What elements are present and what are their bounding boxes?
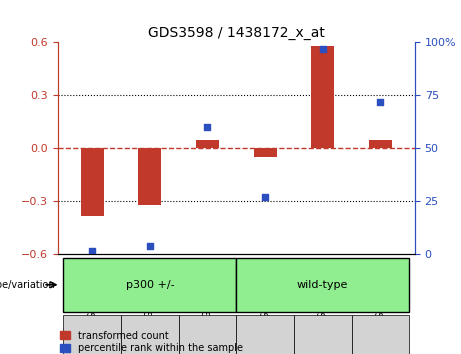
- Bar: [196, 139, 219, 148]
- Text: wild-type: wild-type: [297, 280, 349, 290]
- Bar: [311, 46, 334, 148]
- Bar: [138, 148, 161, 205]
- Point: [319, 46, 326, 52]
- Legend: transformed count, percentile rank within the sample: transformed count, percentile rank withi…: [60, 331, 242, 353]
- FancyBboxPatch shape: [294, 315, 351, 354]
- Title: GDS3598 / 1438172_x_at: GDS3598 / 1438172_x_at: [148, 26, 325, 40]
- Bar: [254, 148, 277, 157]
- FancyBboxPatch shape: [64, 257, 236, 312]
- Bar: [81, 148, 104, 216]
- FancyBboxPatch shape: [236, 315, 294, 354]
- FancyBboxPatch shape: [121, 315, 179, 354]
- Text: p300 +/-: p300 +/-: [125, 280, 174, 290]
- FancyBboxPatch shape: [351, 315, 409, 354]
- Point: [377, 99, 384, 105]
- Point: [89, 249, 96, 254]
- Point: [261, 194, 269, 200]
- Point: [146, 243, 154, 249]
- FancyBboxPatch shape: [179, 315, 236, 354]
- FancyBboxPatch shape: [64, 315, 121, 354]
- FancyBboxPatch shape: [236, 257, 409, 312]
- Bar: [369, 139, 392, 148]
- Point: [204, 125, 211, 130]
- Text: genotype/variation: genotype/variation: [0, 280, 55, 290]
